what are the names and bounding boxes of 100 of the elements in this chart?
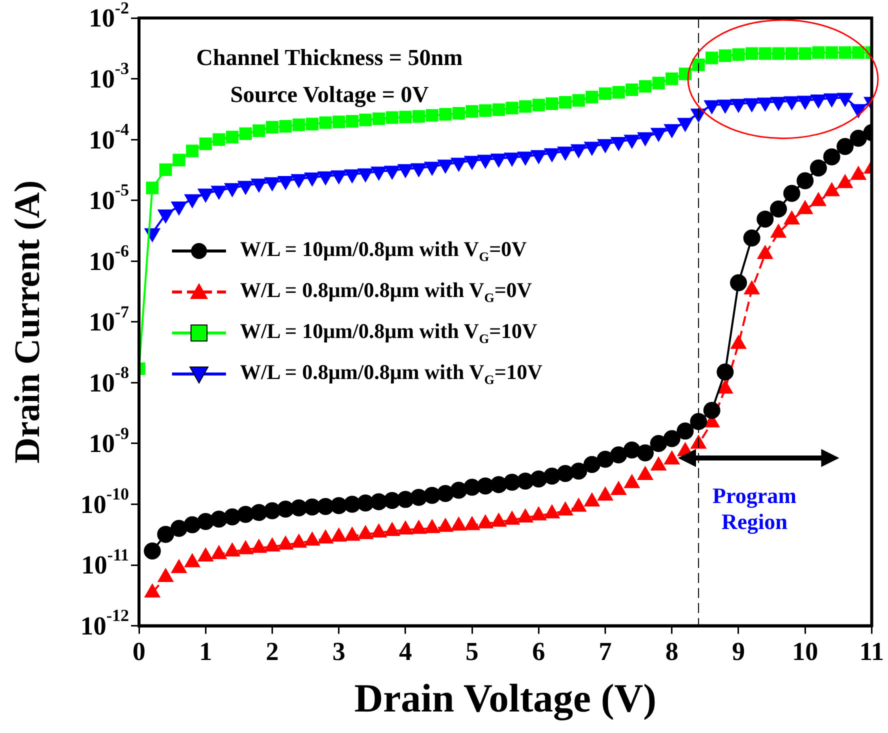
legend-label: W/L = 0.8μm/0.8μm with V$_{G}$=0V: [240, 278, 532, 306]
point: [184, 554, 200, 568]
point: [211, 546, 226, 560]
point: [770, 200, 787, 218]
point: [172, 154, 186, 166]
point: [372, 112, 386, 126]
point: [530, 470, 548, 488]
point: [266, 120, 279, 134]
point: [663, 430, 680, 448]
point: [144, 584, 160, 598]
point: [346, 114, 358, 128]
point: [424, 520, 440, 534]
point: [238, 541, 254, 554]
point: [718, 49, 732, 62]
annotation: Source Voltage = 0V: [230, 82, 429, 108]
point: [186, 144, 199, 158]
point: [318, 530, 334, 544]
point: [210, 510, 228, 528]
point: [676, 422, 694, 440]
point: [344, 496, 361, 513]
point: [452, 107, 466, 120]
annotation: Channel Thickness = 50nm: [196, 45, 463, 72]
point: [531, 507, 546, 520]
point: [556, 465, 574, 482]
x-axis-title: Drain Voltage (V): [354, 675, 656, 720]
point: [732, 48, 745, 61]
point: [317, 498, 334, 515]
point: [399, 110, 412, 124]
x-tick-label: 11: [859, 637, 884, 666]
point: [386, 111, 398, 124]
point: [491, 514, 506, 527]
point: [516, 472, 534, 490]
legend-label: W/L = 10μm/0.8μm with V$_{G}$=10V: [240, 319, 538, 348]
point: [703, 402, 720, 419]
point: [344, 528, 360, 541]
point: [239, 127, 252, 140]
legend-label: W/L = 0.8μm/0.8μm with V$_{G}$=10V: [240, 360, 542, 388]
point: [612, 86, 625, 99]
x-tick-label: 6: [532, 637, 546, 666]
point: [356, 494, 374, 512]
point: [571, 498, 586, 512]
point: [197, 513, 214, 530]
point: [823, 148, 840, 166]
point: [237, 506, 254, 523]
point: [438, 518, 453, 532]
annotation: Program Region: [712, 482, 798, 536]
point: [544, 505, 560, 518]
y-axis-title: Drain Current (A): [6, 180, 47, 464]
point: [451, 517, 466, 531]
point: [291, 534, 306, 548]
point: [650, 434, 668, 452]
point: [290, 499, 308, 516]
point: [358, 526, 373, 540]
point: [252, 124, 266, 137]
point: [277, 500, 294, 518]
point: [746, 47, 758, 60]
x-tick-label: 0: [132, 637, 146, 666]
point: [412, 110, 426, 123]
point: [664, 451, 680, 464]
point: [770, 224, 786, 238]
point: [396, 490, 414, 508]
point: [490, 476, 508, 494]
point: [638, 80, 652, 93]
point: [410, 488, 428, 506]
point: [479, 104, 492, 117]
x-tick-label: 4: [398, 637, 412, 666]
point: [331, 528, 346, 542]
point: [411, 520, 426, 534]
point: [279, 120, 292, 133]
point: [264, 538, 280, 552]
point: [157, 526, 174, 543]
point: [158, 568, 174, 582]
point: [624, 474, 640, 488]
point: [812, 46, 825, 59]
point: [744, 281, 760, 294]
point: [504, 474, 521, 491]
point: [159, 163, 172, 176]
point: [623, 442, 640, 459]
point: [224, 508, 241, 526]
point: [796, 172, 814, 190]
point: [170, 520, 188, 537]
x-tick-label: 9: [732, 637, 745, 666]
point: [436, 485, 454, 502]
point: [584, 493, 600, 506]
point: [439, 108, 452, 121]
point: [250, 504, 268, 522]
point: [212, 133, 226, 146]
point: [476, 477, 494, 494]
x-tick-label: 7: [598, 637, 612, 666]
point: [546, 97, 558, 110]
point: [543, 468, 560, 485]
point: [359, 114, 372, 126]
point: [478, 515, 493, 528]
point: [518, 509, 533, 522]
point: [466, 105, 478, 118]
point: [852, 46, 865, 59]
x-tick-label: 5: [466, 637, 479, 666]
point: [492, 103, 505, 116]
point: [636, 444, 654, 462]
point: [306, 118, 318, 130]
